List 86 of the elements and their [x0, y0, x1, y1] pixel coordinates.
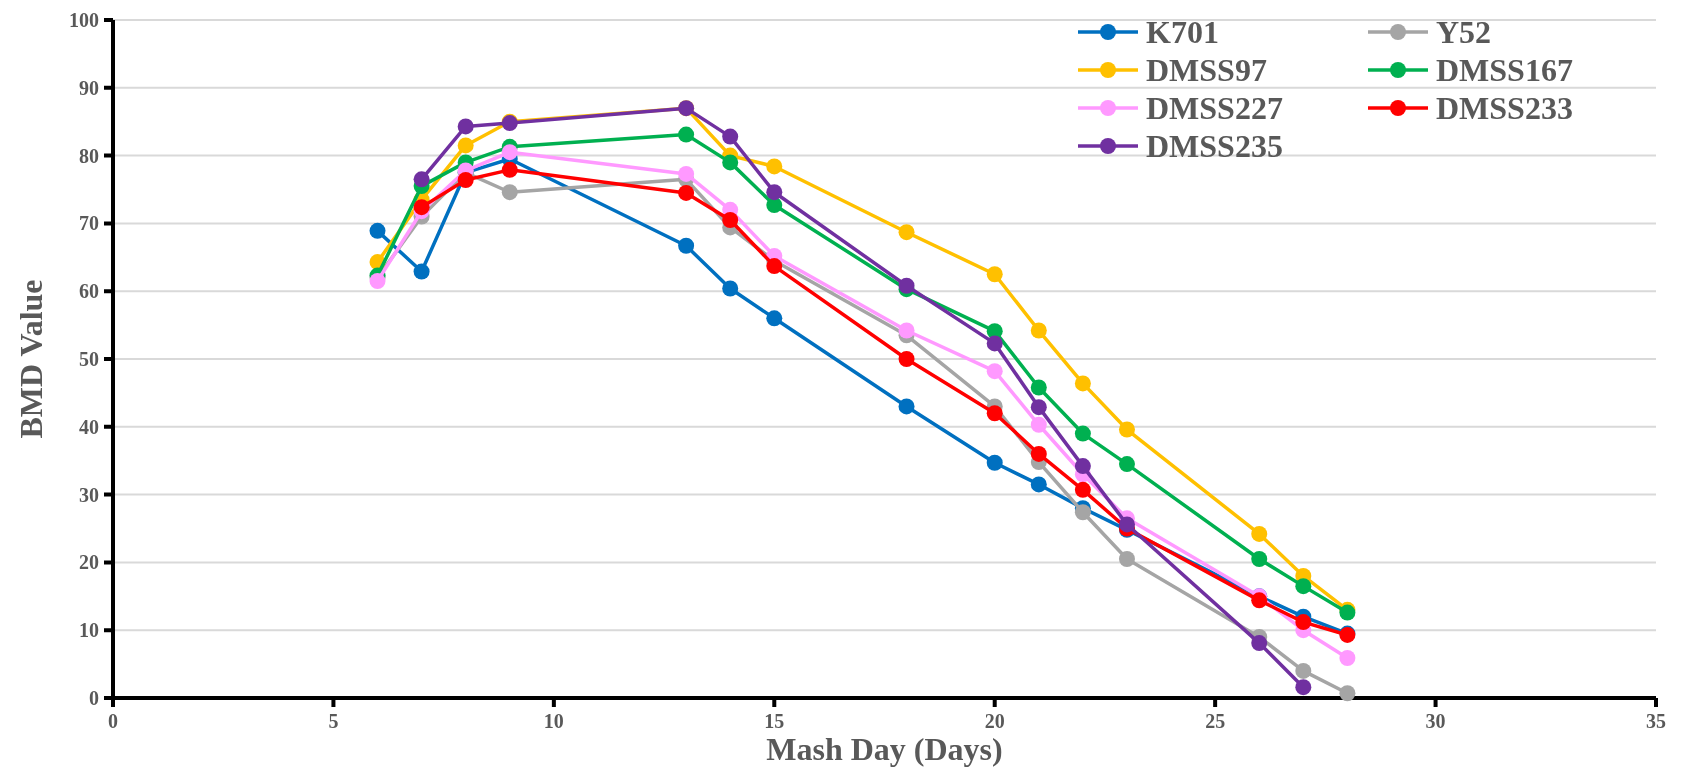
x-tick-label: 30 — [1425, 710, 1446, 732]
point — [766, 158, 783, 175]
point — [766, 184, 783, 201]
y-tick-label: 80 — [79, 144, 99, 167]
point — [457, 137, 474, 154]
point — [898, 322, 915, 339]
point — [1118, 551, 1135, 568]
point — [1295, 578, 1312, 595]
point — [1295, 614, 1312, 631]
point — [678, 165, 695, 182]
legend-label: DMSS235 — [1146, 128, 1283, 164]
point — [1074, 425, 1091, 442]
point — [1251, 635, 1268, 652]
point — [722, 212, 739, 229]
point — [1339, 685, 1356, 702]
point — [766, 258, 783, 275]
y-tick-label: 60 — [79, 280, 99, 303]
point — [722, 280, 739, 297]
legend-label: DMSS97 — [1146, 52, 1267, 88]
point — [369, 273, 386, 290]
x-tick-label: 35 — [1646, 710, 1666, 732]
y-tick-label: 20 — [79, 551, 99, 574]
point — [1030, 322, 1047, 339]
point — [1251, 525, 1268, 542]
point — [986, 363, 1003, 380]
point — [413, 171, 430, 188]
point — [986, 405, 1003, 422]
point — [678, 237, 695, 254]
point — [722, 154, 739, 171]
point — [986, 454, 1003, 471]
point — [501, 144, 518, 161]
point — [1295, 679, 1312, 696]
legend-label: DMSS227 — [1146, 90, 1283, 126]
point — [678, 126, 695, 143]
point — [898, 351, 915, 367]
y-tick-label: 50 — [79, 348, 99, 370]
legend-label: DMSS167 — [1436, 52, 1573, 88]
point — [369, 222, 386, 239]
point — [457, 172, 474, 189]
point — [898, 277, 915, 294]
x-axis-title: Mash Day (Days) — [766, 731, 1003, 767]
point — [722, 128, 739, 145]
y-tick-label: 30 — [79, 483, 99, 506]
point — [1118, 456, 1135, 473]
point — [766, 310, 783, 327]
point — [413, 199, 430, 216]
x-tick-label: 25 — [1205, 710, 1226, 732]
y-tick-label: 70 — [79, 212, 99, 235]
point — [1074, 504, 1091, 521]
point — [1030, 416, 1047, 433]
point — [1030, 476, 1047, 493]
x-tick-label: 10 — [543, 710, 564, 732]
point — [898, 224, 915, 241]
legend-label: DMSS233 — [1436, 90, 1573, 126]
point — [501, 161, 518, 178]
x-tick-label: 0 — [108, 710, 118, 732]
y-tick-label: 10 — [79, 619, 99, 642]
point — [1251, 551, 1268, 568]
point — [986, 335, 1003, 352]
point — [1118, 516, 1135, 533]
point — [1295, 662, 1312, 679]
point — [1118, 421, 1135, 438]
point — [1074, 375, 1091, 392]
point — [1074, 481, 1091, 498]
point — [678, 184, 695, 201]
point — [1030, 379, 1047, 396]
legend-label: Y52 — [1436, 14, 1492, 50]
y-tick-label: 90 — [79, 76, 99, 99]
y-tick-label: 100 — [69, 9, 99, 31]
point — [457, 118, 474, 135]
x-tick-label: 20 — [984, 710, 1005, 732]
point — [1030, 445, 1047, 462]
y-tick-label: 0 — [89, 687, 99, 709]
y-tick-label: 40 — [79, 415, 99, 438]
y-axis-title: BMD Value — [13, 279, 49, 439]
point — [413, 263, 430, 280]
point — [986, 266, 1003, 283]
point — [1030, 399, 1047, 416]
point — [898, 398, 915, 415]
x-tick-label: 5 — [328, 710, 339, 732]
point — [1251, 592, 1268, 609]
legend-label: K701 — [1146, 14, 1219, 50]
point — [1339, 650, 1356, 666]
point — [1074, 458, 1091, 475]
x-tick-label: 15 — [764, 710, 785, 732]
point — [501, 184, 518, 201]
